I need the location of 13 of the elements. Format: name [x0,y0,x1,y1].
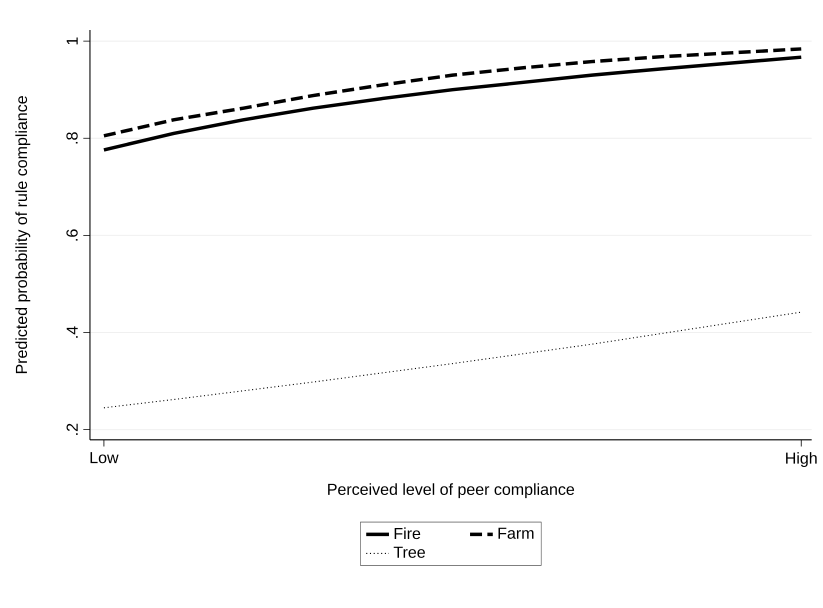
y-tick-label: .4 [66,326,78,338]
y-tick-label: .8 [66,132,78,144]
x-axis-title: Perceived level of peer compliance [328,483,574,498]
x-tick-label: Low [90,452,119,464]
y-tick-label: .6 [66,230,78,241]
y-tick-label: .2 [66,424,78,435]
y-tick-label: 1 [66,38,78,45]
x-tick-label: High [786,452,817,468]
legend-label: Fire [394,528,420,540]
y-axis-title: Predicted probability of rule compliance [15,96,30,374]
legend-label: Tree [394,546,425,558]
legend-label: Farm [498,528,534,539]
line-series [102,47,803,138]
